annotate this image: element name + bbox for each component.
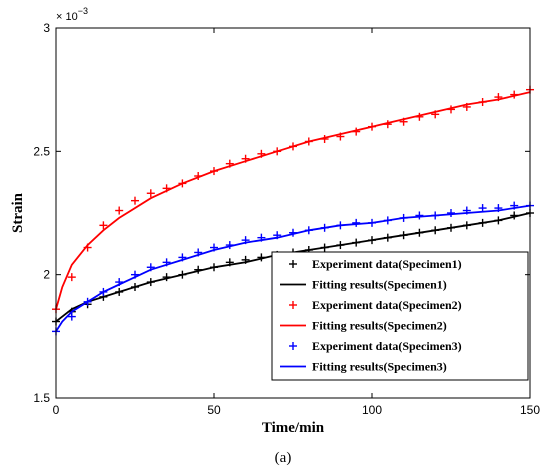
series-4 (55, 91, 531, 310)
x-tick-label: 100 (362, 403, 382, 417)
data-point (67, 273, 76, 282)
x-tick-label: 150 (520, 403, 540, 417)
legend: Experiment data(Specimen1) Fitting result… (271, 251, 529, 381)
y-tick-label: 2 (43, 268, 50, 282)
data-point (352, 218, 361, 227)
axes: 0 50 100 150 1.5 2 2.5 3 (33, 21, 540, 417)
legend-item: Experiment data(Specimen1) (289, 257, 462, 271)
legend-label: Fitting results(Specimen3) (312, 360, 447, 374)
fit-line (55, 204, 531, 332)
legend-item: Fitting results(Specimen3) (280, 360, 447, 374)
data-point (415, 211, 424, 220)
legend-label: Experiment data(Specimen3) (312, 339, 462, 353)
legend-marker-swatch (289, 301, 297, 309)
legend-label: Experiment data(Specimen2) (312, 298, 462, 312)
data-point (115, 206, 124, 215)
data-point (67, 312, 76, 321)
data-point (146, 189, 155, 198)
y-exponent-power: −3 (78, 6, 88, 16)
y-tick-label: 2.5 (33, 144, 50, 158)
y-exponent-base: × 10 (56, 11, 78, 23)
legend-item: Experiment data(Specimen3) (289, 339, 462, 353)
y-tick-label: 3 (43, 21, 50, 35)
legend-item: Fitting results(Specimen1) (280, 278, 447, 292)
x-tick-label: 50 (207, 403, 221, 417)
legend-marker-swatch (289, 342, 297, 350)
plot-layer (52, 85, 534, 336)
legend-box (271, 251, 529, 381)
series-6 (55, 204, 531, 332)
y-axis-label: Strain (10, 192, 26, 233)
data-point (478, 204, 487, 213)
legend-marker-swatch (289, 260, 297, 268)
legend-item: Fitting results(Specimen2) (280, 319, 447, 333)
y-tick-label: 1.5 (33, 391, 50, 405)
data-point (99, 221, 108, 230)
legend-label: Fitting results(Specimen1) (312, 278, 447, 292)
legend-item: Experiment data(Specimen2) (289, 298, 462, 312)
plot-frame (55, 27, 531, 399)
data-point (131, 196, 139, 205)
y-axis-exponent: × 10−3 (56, 6, 88, 23)
data-point (447, 209, 455, 217)
x-axis-label: Time/min (262, 420, 325, 436)
legend-label: Fitting results(Specimen2) (312, 319, 447, 333)
x-tick-label: 0 (53, 403, 60, 417)
fit-line (55, 91, 531, 310)
figure-caption: (a) (275, 450, 292, 466)
legend-label: Experiment data(Specimen1) (312, 257, 462, 271)
